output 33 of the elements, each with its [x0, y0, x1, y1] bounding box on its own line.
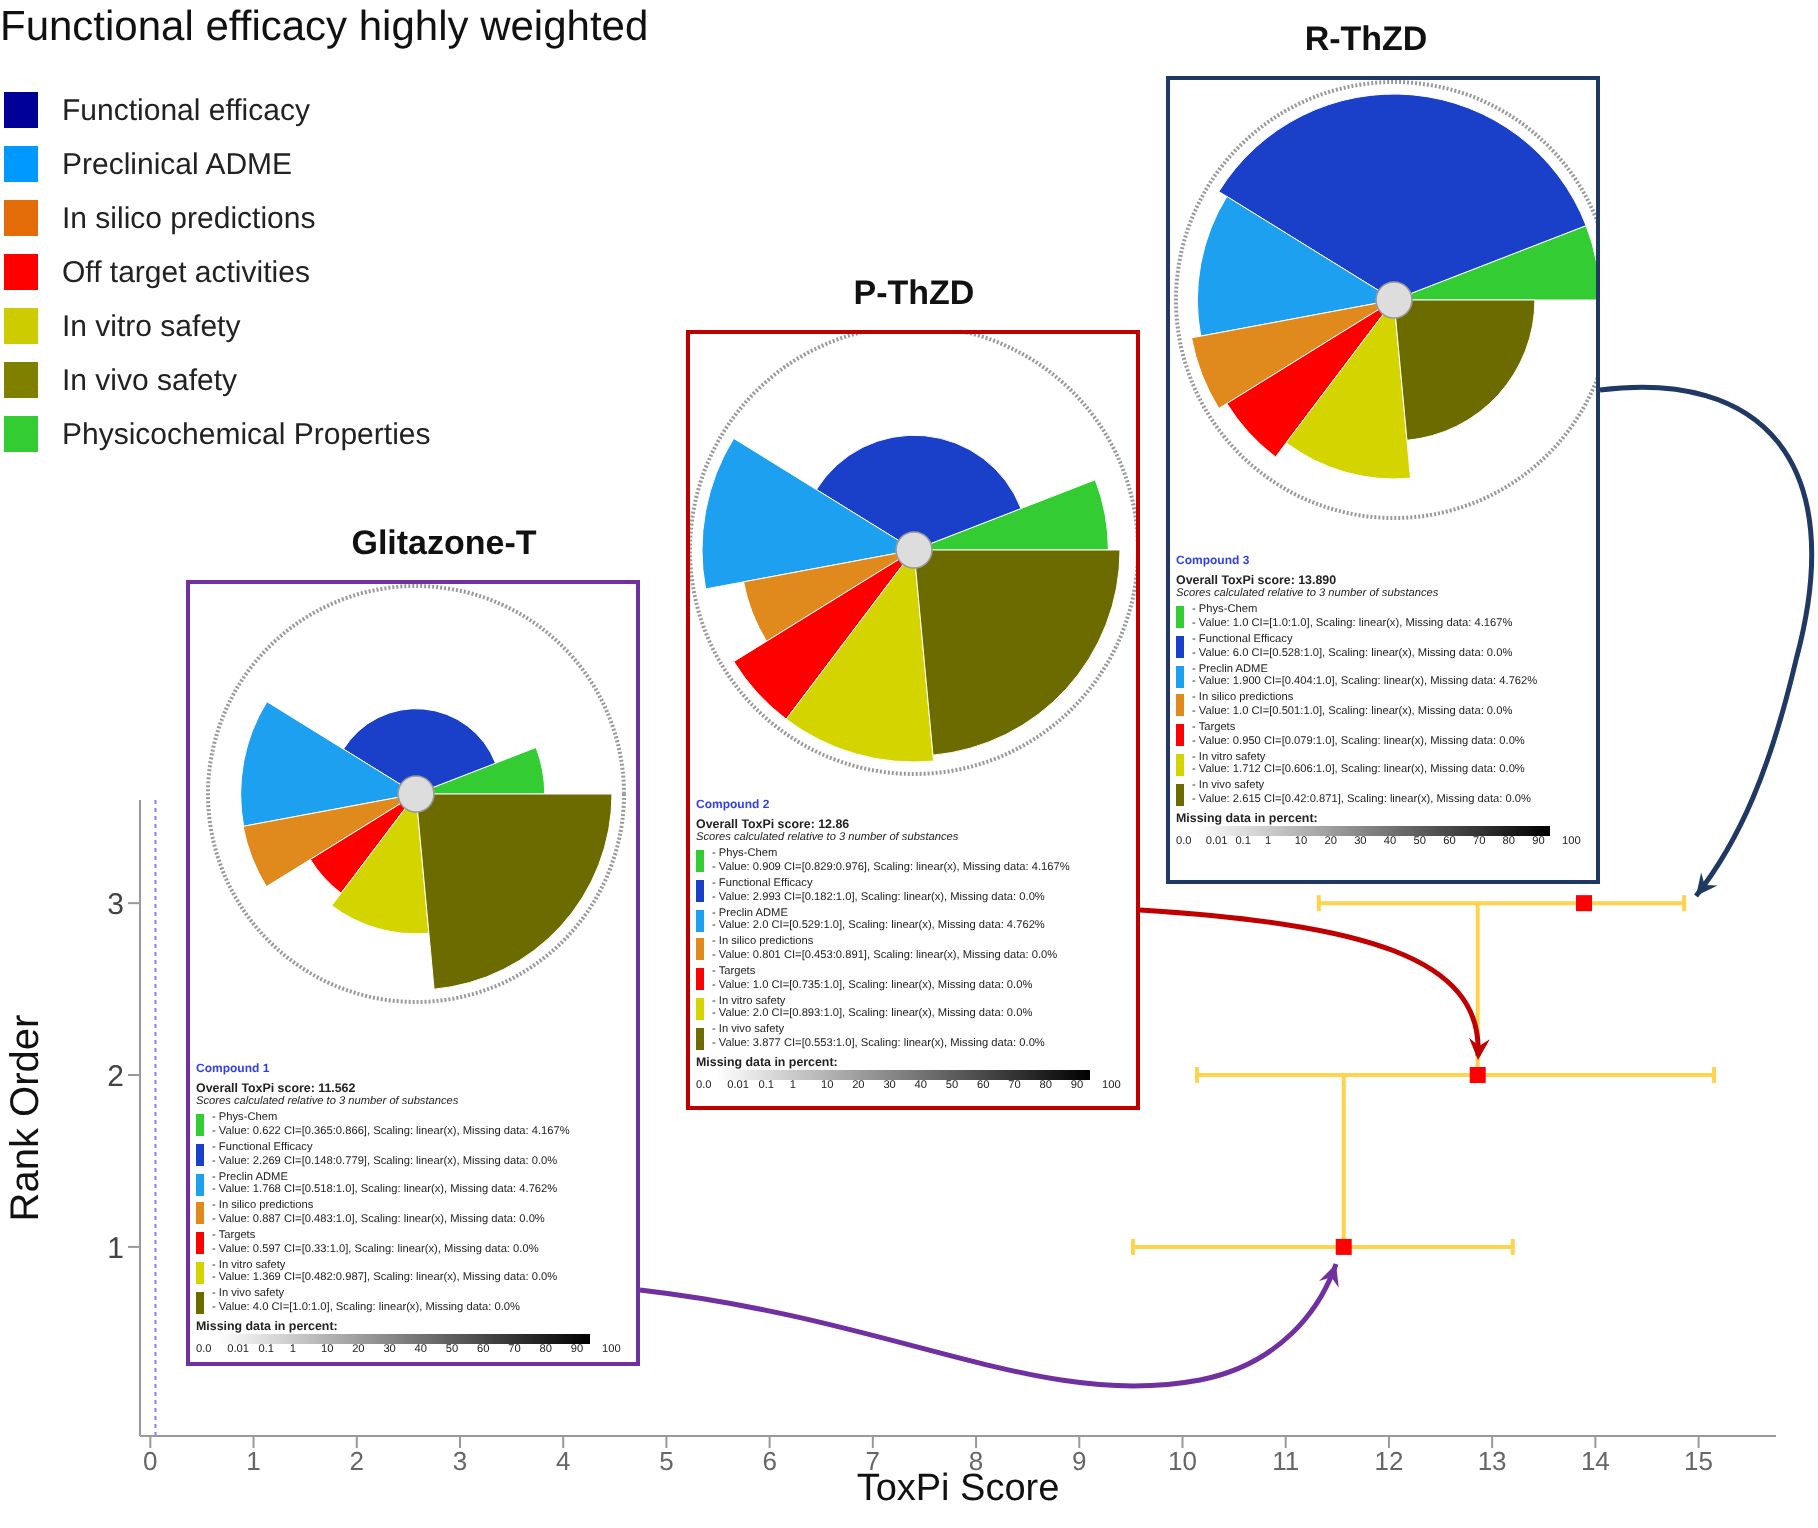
x-tick-label: 11: [1272, 1446, 1300, 1477]
x-axis-title: ToxPi Score: [856, 1468, 1060, 1510]
category-label: In silico predictions: [62, 201, 316, 235]
x-tick-label: 2: [349, 1446, 364, 1477]
category-label: Off target activities: [62, 255, 310, 289]
text: Glitazone-T: [349, 524, 539, 564]
x-tick-label: 6: [762, 1446, 777, 1477]
x-tick-label: 14: [1580, 1446, 1610, 1477]
category-label: In vitro safety: [62, 309, 241, 343]
x-tick-label: 13: [1477, 1446, 1507, 1477]
text: R-ThZD: [1302, 20, 1430, 60]
category-label: Physicochemical Properties: [62, 417, 431, 451]
y-axis-title: Rank Order: [4, 1013, 49, 1222]
x-tick-label: 3: [452, 1446, 468, 1477]
x-tick-label: 12: [1374, 1446, 1404, 1477]
x-tick-label: 15: [1684, 1446, 1714, 1477]
y-tick-label: 2: [107, 1059, 124, 1094]
x-tick-label: 9: [1072, 1446, 1087, 1477]
category-label: In vivo safety: [62, 363, 238, 397]
point: [1576, 895, 1593, 912]
x-tick-label: 5: [659, 1446, 674, 1477]
y-tick-label: 1: [107, 1231, 124, 1266]
point: [1335, 1238, 1352, 1255]
x-tick-label: 1: [246, 1446, 261, 1477]
point: [1469, 1067, 1486, 1084]
y-tick-label: 3: [107, 887, 124, 922]
x-tick-label: 10: [1168, 1446, 1197, 1477]
x-tick-label: 0: [143, 1446, 158, 1477]
x-tick-label: 4: [555, 1446, 571, 1477]
text: P-ThZD: [851, 274, 977, 314]
category-label: Preclinical ADME: [62, 147, 293, 181]
category-label: Functional efficacy: [62, 93, 310, 127]
text: Functional efficacy highly weighted: [0, 4, 649, 52]
